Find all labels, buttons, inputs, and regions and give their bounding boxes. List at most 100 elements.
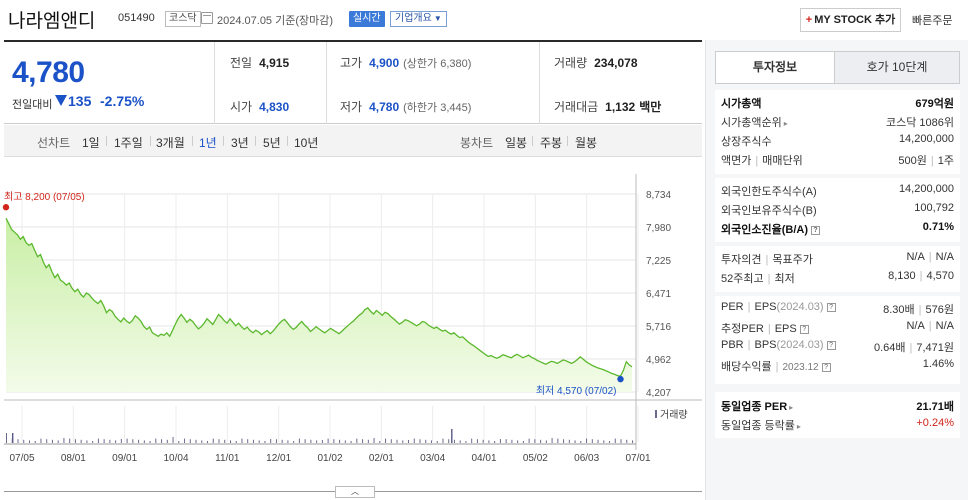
chevron-up-icon: ︿	[351, 487, 359, 496]
volume-bar	[442, 438, 444, 443]
volume-bar	[362, 439, 364, 443]
candle-monthly[interactable]: 월봉	[575, 136, 598, 150]
period-5y[interactable]: 5년	[263, 136, 281, 150]
x-tick-label: 05/02	[523, 453, 548, 464]
volume-bar	[103, 439, 105, 443]
line-chart-label: 선차트	[37, 136, 71, 150]
volume-bar	[241, 438, 243, 443]
valuation-section: PER | EPS(2024.03)? 8.30배 | 576원 추정PER | EPS? N/…	[715, 296, 960, 384]
realtime-button[interactable]: 실시간	[349, 11, 385, 27]
volume-bar	[459, 440, 461, 443]
divider	[539, 42, 540, 124]
volume-bar	[212, 438, 214, 443]
caret-right-icon: ▸	[789, 403, 794, 412]
volume-bar	[591, 439, 593, 443]
volume-bar	[540, 439, 542, 443]
high-marker	[2, 204, 10, 211]
volume-bar	[436, 441, 438, 443]
divider	[192, 136, 193, 146]
tab-order-book[interactable]: 호가 10단계	[866, 60, 928, 74]
volume-bar	[476, 439, 478, 443]
period-1w[interactable]: 1주일	[114, 136, 143, 150]
market-badge: 코스닥	[165, 11, 201, 27]
volume-bar	[632, 440, 633, 443]
period-1y[interactable]: 1년	[199, 136, 217, 150]
divider	[532, 136, 533, 146]
y-tick-label: 5,716	[646, 322, 671, 333]
volume-bar	[218, 439, 220, 443]
volume-bar	[580, 441, 582, 443]
quote-date: 2024.07.05 기준(장마감)	[217, 15, 334, 27]
period-10y[interactable]: 10년	[294, 136, 319, 150]
volume-bar	[155, 438, 157, 443]
volume-bar	[390, 439, 392, 443]
volume-bar	[201, 440, 203, 443]
cap-rank-row: 시가총액순위 ▸ 코스닥 1086위	[721, 117, 954, 129]
volume-bar	[57, 440, 59, 443]
volume-bar	[430, 440, 432, 443]
period-3m[interactable]: 3개월	[156, 136, 185, 150]
y-tick-label: 4,962	[646, 355, 671, 366]
x-tick-label: 03/04	[420, 453, 445, 464]
market-cap-row: 시가총액 679억원	[721, 98, 954, 110]
price-chart-svg: 8,734 7,980 7,225 6,471 5,716 4,962 4,207 07/05…	[2, 174, 702, 464]
period-3y[interactable]: 3년	[231, 136, 249, 150]
foreign-ratio-row: 외국인소진율(B/A)? 0.71%	[721, 221, 954, 236]
volume-bar	[149, 441, 151, 443]
volume-bar	[224, 439, 226, 443]
x-tick-label: 06/03	[574, 453, 599, 464]
sector-section: 동일업종 PER ▸ 21.71배 동일업종 등락률 ▸ +0.24%	[715, 392, 960, 438]
high-label: 최고 8,200 (07/05)	[4, 191, 85, 203]
volume-bar	[373, 438, 375, 443]
volume-bar	[597, 439, 599, 443]
volume-bar	[339, 439, 341, 443]
volume-bar	[63, 438, 65, 443]
period-1d[interactable]: 1일	[82, 136, 100, 150]
volume-bar	[482, 439, 484, 443]
volume-bar	[6, 433, 7, 443]
candle-weekly[interactable]: 주봉	[540, 136, 563, 150]
volume-bar	[97, 438, 99, 443]
company-overview-dropdown[interactable]: 기업개요 ▼	[390, 11, 447, 27]
volume-bar	[511, 439, 513, 443]
volume-bar	[92, 441, 94, 443]
volume-bar	[402, 440, 404, 443]
open-price: 시가 4,830	[230, 100, 290, 114]
down-arrow-icon	[55, 95, 67, 106]
add-mystock-button[interactable]: + MY STOCK 추가	[800, 8, 901, 32]
volume-bar	[178, 441, 180, 443]
volume-bar	[264, 441, 266, 443]
collapse-chart-button[interactable]: ︿	[335, 486, 375, 498]
volume-bar	[281, 439, 283, 443]
tab-investment-info[interactable]: 투자정보	[716, 52, 835, 83]
divider	[106, 136, 107, 146]
help-icon[interactable]: ?	[811, 226, 820, 235]
volume-bar	[557, 438, 559, 443]
volume-bar	[12, 433, 14, 443]
week52-row: 52주최고 | 최저 8,130 | 4,570	[721, 270, 954, 285]
help-icon[interactable]: ?	[826, 341, 836, 350]
help-icon[interactable]: ?	[799, 325, 809, 334]
volume-bar	[258, 440, 260, 443]
quick-order-button[interactable]: 빠른주문	[912, 15, 953, 27]
low-marker	[617, 375, 624, 383]
price-line	[5, 217, 633, 377]
volume-bar	[408, 440, 410, 443]
help-icon[interactable]: ?	[826, 303, 836, 312]
opinion-row: 투자의견 | 목표주가 N/A | N/A	[721, 251, 954, 266]
x-tick-label: 04/01	[471, 453, 496, 464]
x-tick-label: 01/02	[317, 453, 342, 464]
divider	[567, 136, 568, 146]
volume-bar	[235, 441, 237, 443]
candle-daily[interactable]: 일봉	[505, 136, 528, 150]
candle-chart-label: 봉차트	[460, 136, 494, 150]
help-icon[interactable]: ?	[821, 363, 831, 372]
x-tick-label: 02/01	[369, 453, 394, 464]
volume-bar	[51, 439, 53, 443]
prev-close: 전일 4,915	[230, 56, 290, 70]
volume-bar	[310, 439, 312, 443]
y-tick-label: 7,980	[646, 223, 671, 234]
price-area	[6, 218, 632, 392]
volume-bar	[132, 439, 134, 443]
info-tabs: 투자정보 호가 10단계	[715, 51, 960, 84]
